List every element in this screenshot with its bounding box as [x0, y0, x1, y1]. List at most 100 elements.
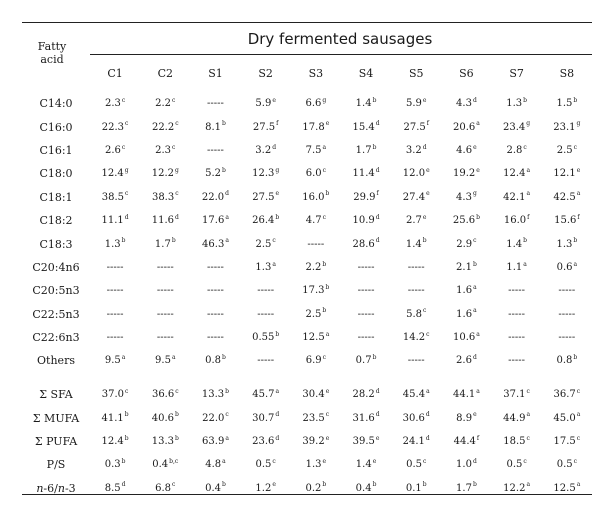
cell-superscript: a [272, 260, 276, 268]
cell-value: 41.1 [101, 412, 124, 424]
cell-value: 27.4 [402, 191, 426, 203]
table-cell: 36.7c [542, 383, 592, 406]
table-cell: 0.55b [241, 326, 291, 349]
cell-superscript: b [275, 330, 280, 338]
table-row: C20:5n3 ----- ----- ----- ----- 17.3b ----- ---… [22, 279, 592, 302]
cell-superscript: c [172, 481, 176, 489]
cell-value: ----- [257, 285, 275, 297]
cell-value: 8.5 [104, 482, 121, 494]
cell-superscript: c [576, 387, 581, 395]
table-cell: 30.6d [391, 406, 441, 429]
cell-value: 45.4 [402, 389, 426, 401]
cell-superscript: d [422, 143, 427, 151]
table-cell: 0.5c [542, 453, 592, 476]
cell-superscript: a [476, 387, 480, 395]
cell-superscript: b [325, 283, 330, 291]
table-cell: 2.6c [90, 139, 140, 162]
table-cell: 23.6d [241, 430, 291, 453]
cell-superscript: g [174, 167, 179, 175]
table-cell: 30.7d [241, 406, 291, 429]
table-row: C18:2 11.1d 11.6d 17.6a 26.4b 4.7c 10.9d 2.7e 25… [22, 209, 592, 232]
table-cell: 42.1a [492, 186, 542, 209]
table-cell: 23.4g [492, 115, 542, 138]
table-cell: 4.6e [441, 139, 491, 162]
table-cell: 45.7a [241, 383, 291, 406]
cell-value: 9.5 [104, 355, 121, 367]
cell-superscript: b [174, 434, 179, 442]
cell-value: 12.4 [101, 435, 124, 447]
cell-superscript: a [476, 330, 480, 338]
table-cell: 0.5c [391, 453, 441, 476]
sample-header-s5: S5 [408, 66, 424, 80]
table-cell: ----- [90, 303, 140, 326]
cell-superscript: e [422, 213, 427, 221]
cell-value: 28.2 [352, 389, 375, 401]
cell-value: 5.9 [405, 98, 422, 110]
cell-value: ----- [558, 308, 576, 320]
cell-value: 17.6 [202, 215, 225, 227]
table-cell: 8.5d [90, 477, 140, 500]
table-cell: 1.3a [241, 256, 291, 279]
table-cell: 27.5f [391, 115, 441, 138]
cell-superscript: b [372, 354, 377, 362]
table-cell: 12.3g [241, 162, 291, 185]
cell-superscript: a [523, 260, 527, 268]
cell-superscript: b [523, 237, 527, 245]
table-cell: 0.5c [492, 453, 542, 476]
cell-superscript: b [322, 307, 327, 315]
table-cell: 1.7b [441, 477, 491, 500]
row-header-label-line: acid [40, 53, 64, 66]
table-cell: 12.5a [542, 477, 592, 500]
cell-superscript: e [375, 434, 380, 442]
cell-value: 11.1 [101, 215, 124, 227]
table-cell: 1.4e [341, 453, 391, 476]
cell-superscript: e [275, 190, 280, 198]
cell-value: 6.6 [305, 98, 322, 110]
table-cell: ----- [241, 349, 291, 372]
table-cell: ----- [391, 279, 441, 302]
cell-superscript: b [124, 411, 129, 419]
table-cell: 13.3b [140, 430, 190, 453]
table-cell: 12.4b [90, 430, 140, 453]
table-cell: 0.1b [391, 477, 441, 500]
table-row: C18:3 1.3b 1.7b 46.3a 2.5c ----- 28.6d 1.4b 2.9c… [22, 232, 592, 255]
cell-value: ----- [156, 285, 174, 297]
table-cell: 12.4a [492, 162, 542, 185]
cell-value: 4.3 [456, 98, 472, 110]
cell-value: ----- [207, 285, 224, 297]
table-cell: 27.4e [391, 186, 441, 209]
row-label: P/S [46, 458, 66, 472]
cell-value: 1.3 [556, 238, 573, 250]
row-label: Σ SFA [39, 388, 73, 402]
table-cell: 2.5c [542, 139, 592, 162]
cell-value: 6.0 [305, 168, 322, 180]
cell-value: ----- [257, 355, 275, 367]
table-cell: 44.1a [441, 383, 491, 406]
cell-superscript: f [276, 120, 279, 128]
cell-superscript: b [573, 237, 578, 245]
cell-value: 16.0 [503, 215, 527, 227]
cell-value: 0.5 [406, 459, 422, 471]
row-label: C18:2 [39, 214, 73, 228]
table-cell: 22.3c [90, 115, 140, 138]
cell-superscript: e [322, 458, 327, 466]
cell-value: 42.1 [503, 191, 526, 203]
cell-value: ----- [207, 308, 224, 320]
cell-value: 26.4 [252, 215, 275, 227]
cell-superscript: b [322, 260, 327, 268]
cell-value: 1.4 [355, 98, 372, 110]
table-cell: 14.2c [391, 326, 441, 349]
cell-superscript: c [526, 434, 530, 442]
table-cell: 24.1d [391, 430, 441, 453]
cell-superscript: a [526, 190, 531, 198]
cell-value: 11.4 [352, 168, 375, 180]
cell-superscript: f [577, 213, 580, 221]
cell-value: 25.6 [452, 215, 476, 227]
row-label: C20:5n3 [32, 284, 80, 298]
cell-superscript: b [124, 434, 129, 442]
cell-value: 24.1 [402, 435, 425, 447]
row-label: Σ PUFA [34, 434, 78, 448]
table-cell: 26.4b [241, 209, 291, 232]
cell-value: 31.6 [352, 412, 375, 424]
cell-value: 23.5 [302, 412, 325, 424]
